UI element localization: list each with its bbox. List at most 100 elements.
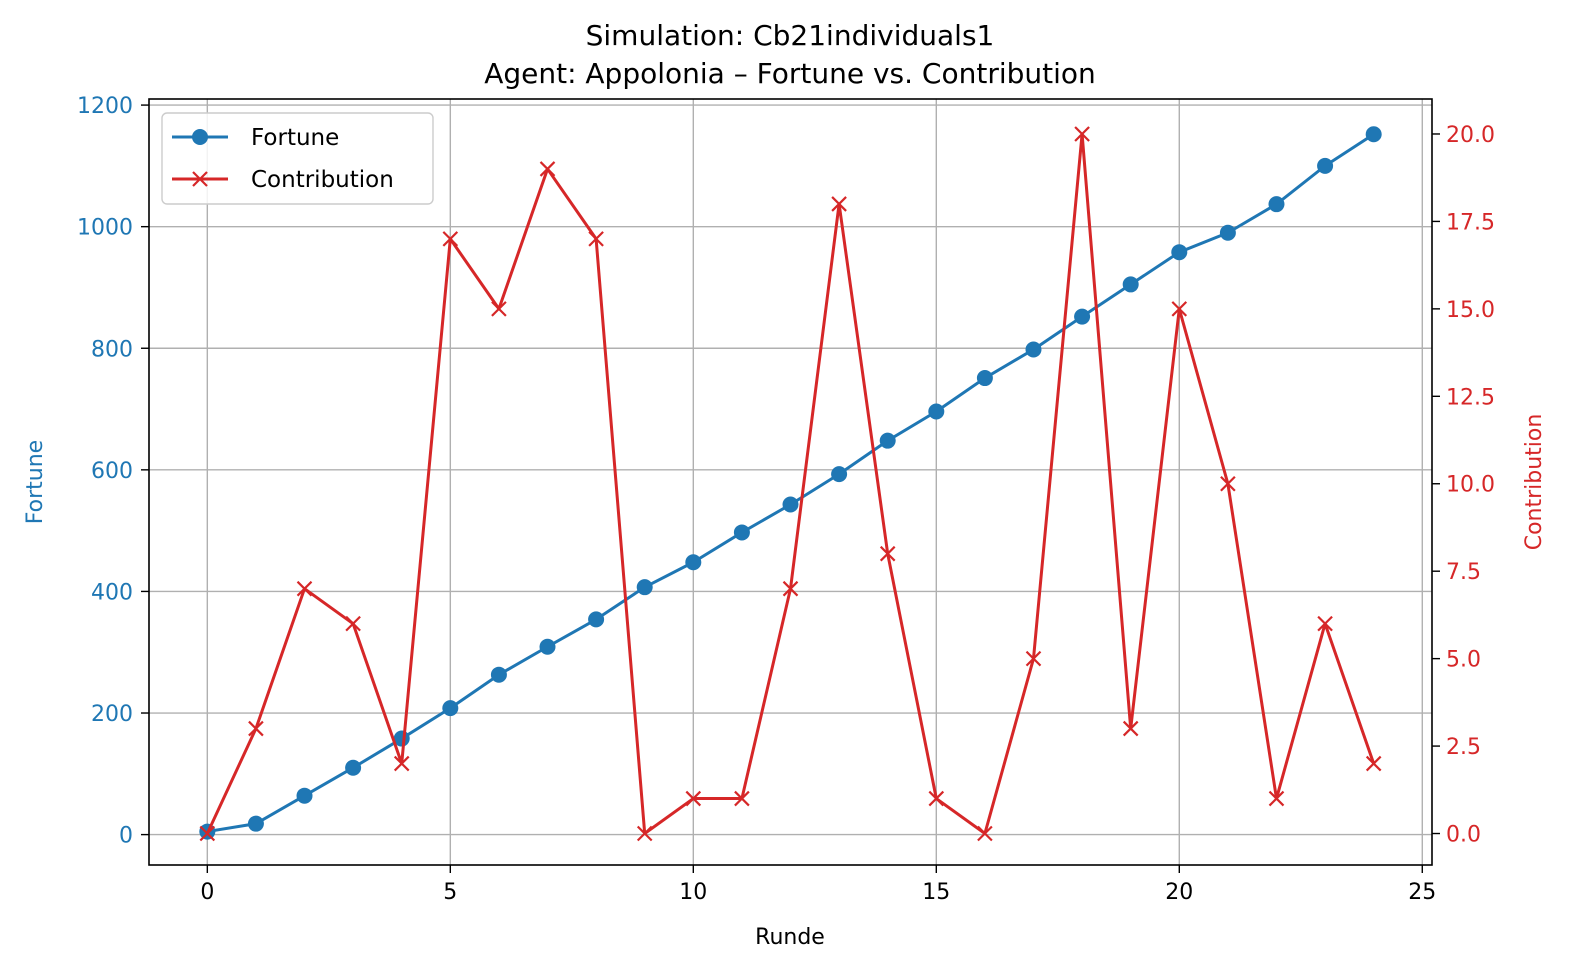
fortune-point [928,403,945,420]
y-right-tick-label: 12.5 [1446,385,1495,410]
fortune-point [490,666,507,683]
x-marker-stroke [879,545,896,562]
x-marker-stroke [831,196,847,212]
plot-frame [148,98,1433,866]
fortune-point [1268,196,1285,213]
x-marker-stroke [928,790,945,807]
y-right-tick-label: 2.5 [1446,735,1481,760]
x-marker-stroke [491,301,507,317]
legend: Fortune Contribution [161,112,434,205]
y-right-tick-label: 0.0 [1446,823,1481,848]
contribution-point [734,790,750,807]
contribution-line [205,132,1376,836]
contribution-point [1317,615,1333,632]
contribution-point [442,231,459,247]
fortune-point [1219,224,1236,241]
x-marker-stroke [977,825,993,842]
x-marker-stroke [345,615,361,632]
chart-title: Simulation: Cb21individuals1 [586,19,995,52]
x-marker-stroke [539,161,556,177]
contribution-point [977,825,993,842]
fortune-point [247,815,264,832]
contribution-point [491,301,507,317]
x-tick-label: 0 [200,880,214,905]
series-layer [199,126,1382,842]
axis-ticks: 0 5 10 15 20 25 0 200 400 600 800 1000 1200 0.0 2.5 5.0… [77,94,1495,905]
y-left-tick-label: 600 [91,459,133,484]
legend-item-fortune: Fortune [172,125,339,151]
chart-subtitle: Agent: Appolonia – Fortune vs. Contribut… [484,57,1096,90]
contribution-point [588,231,604,247]
x-tick-label: 10 [679,880,707,905]
x-marker-stroke [248,720,264,737]
fortune-point [1171,244,1188,261]
y-left-tick-label: 200 [91,702,133,727]
x-tick-label: 25 [1408,880,1436,905]
x-marker-stroke [296,580,313,597]
fortune-point [345,759,362,776]
contribution-point [1171,301,1188,317]
y-right-tick-label: 17.5 [1446,210,1495,235]
x-marker-stroke [1074,126,1090,142]
x-marker-stroke [685,790,702,807]
contribution-point [636,825,653,842]
contribution-point [539,161,556,177]
x-tick-label: 5 [443,880,457,905]
fortune-point [976,370,993,387]
y-right-tick-label: 5.0 [1446,648,1481,673]
legend-marker [192,129,208,145]
fortune-point [733,524,750,541]
x-marker-stroke [442,231,459,247]
legend-box [161,112,434,205]
y-left-axis-title: Fortune [23,440,48,524]
fortune-point [636,579,653,596]
contribution-point [831,196,847,212]
contribution-point [879,545,896,562]
fortune-point [879,432,896,449]
legend-item-contribution: Contribution [172,167,394,193]
x-marker-stroke [1268,790,1285,807]
y-left-tick-label: 1000 [77,216,133,241]
contribution-point [1074,126,1090,142]
fortune-point [1317,157,1334,174]
legend-label: Contribution [251,167,394,193]
x-marker-stroke [588,231,604,247]
contribution-point [1122,720,1139,737]
contribution-point [782,580,799,597]
x-marker-stroke [636,825,653,842]
contribution-point [393,755,410,772]
fortune-point [539,638,556,655]
y-right-tick-label: 20.0 [1446,123,1495,148]
fortune-point [782,496,799,513]
x-marker-stroke [1171,301,1188,317]
grid-lines [149,99,1432,865]
contribution-point [685,790,702,807]
fortune-point [1074,308,1091,325]
y-left-tick-label: 400 [91,580,133,605]
x-axis-title: Runde [755,925,825,950]
x-marker-stroke [393,755,410,772]
fortune-point [1122,276,1139,293]
fortune-point [1025,341,1042,358]
fortune-line [207,133,1375,834]
x-marker-stroke [199,825,216,842]
y-left-tick-label: 0 [119,824,133,849]
contribution-point [248,720,264,737]
fortune-point [831,466,848,483]
y-right-tick-label: 7.5 [1446,560,1481,585]
contribution-point [296,580,313,597]
y-right-tick-label: 10.0 [1446,473,1495,498]
contribution-point [928,790,945,807]
contribution-point [345,615,361,632]
x-marker-stroke [734,790,750,807]
y-right-tick-label: 15.0 [1446,298,1495,323]
x-marker-stroke [1365,755,1382,772]
x-marker-stroke [1317,615,1333,632]
x-marker-stroke [782,580,799,597]
y-right-axis-title: Contribution [1522,414,1547,551]
fortune-point [1365,126,1382,143]
fortune-point [588,611,605,628]
x-marker-stroke [1122,720,1139,737]
contribution-point [1365,755,1382,772]
